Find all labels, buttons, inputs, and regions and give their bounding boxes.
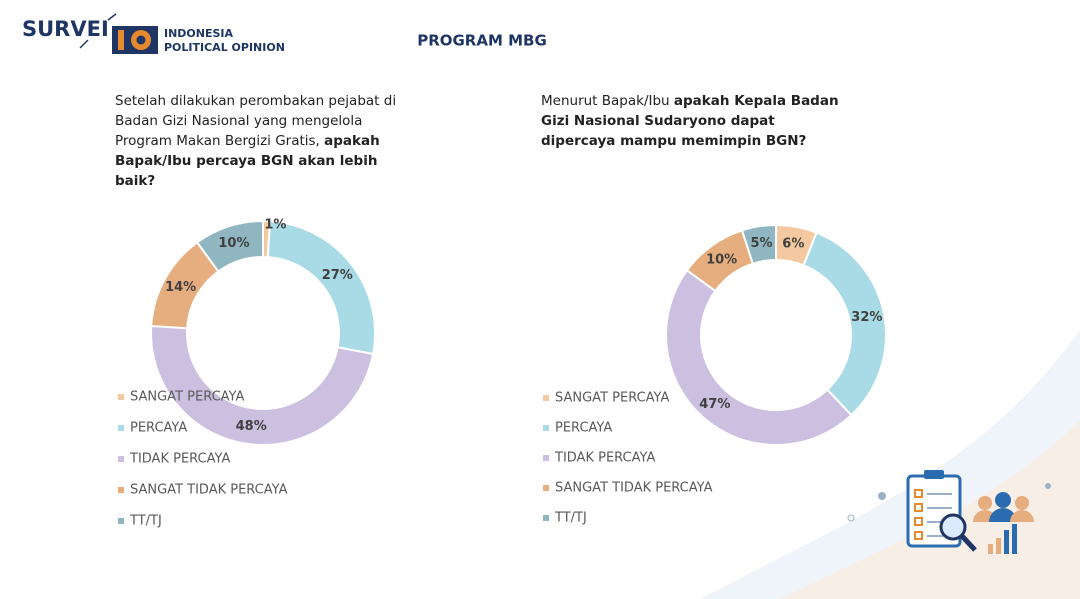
logo-mark: [118, 30, 124, 50]
legend-swatch: [118, 425, 124, 431]
data-label: 1%: [264, 218, 286, 233]
logo-stroke: [107, 13, 117, 21]
legend-swatch: [543, 455, 549, 461]
legend-swatch: [543, 425, 549, 431]
donut-segment: [665, 268, 853, 446]
legend-swatch: [118, 487, 124, 493]
legend-label: PERCAYA: [555, 421, 612, 436]
data-label: 5%: [750, 236, 772, 251]
illustration: [847, 470, 1051, 554]
decor-wave: [780, 420, 1080, 599]
legend-swatch: [543, 515, 549, 521]
question: Setelah dilakukan perombakan pejabat di …: [115, 91, 415, 191]
donut-segment: [802, 231, 887, 417]
question-text: Setelah dilakukan perombakan pejabat di …: [115, 93, 397, 149]
donut-segment: [195, 219, 264, 273]
legend-label: TIDAK PERCAYA: [554, 451, 655, 466]
logo-stroke: [79, 39, 89, 49]
legend-swatch: [118, 394, 124, 400]
brand: SURVEI: [22, 17, 109, 41]
legend-label: SANGAT PERCAYA: [555, 391, 669, 406]
question: Menurut Bapak/Ibu apakah Kepala Badan Gi…: [541, 91, 841, 151]
data-label: 27%: [322, 268, 353, 283]
data-label: 6%: [782, 237, 804, 252]
data-label: 10%: [218, 236, 249, 251]
legend-swatch: [543, 395, 549, 401]
donut-segment: [266, 220, 376, 356]
slide-title: PROGRAM MBG: [417, 32, 547, 50]
data-label: 14%: [165, 280, 196, 295]
legend-swatch: [118, 456, 124, 462]
legend-label: SANGAT PERCAYA: [130, 390, 244, 405]
legend-label: PERCAYA: [130, 421, 187, 436]
legend-label: TIDAK PERCAYA: [129, 452, 230, 467]
org-name: INDONESIA: [164, 27, 234, 40]
legend-label: SANGAT TIDAK PERCAYA: [130, 483, 288, 498]
data-label: 47%: [699, 397, 730, 412]
data-label: 48%: [236, 419, 267, 434]
legend-label: TT/TJ: [554, 511, 587, 526]
data-label: 10%: [706, 253, 737, 268]
legend-swatch: [543, 485, 549, 491]
question-text: Menurut Bapak/Ibu: [541, 93, 674, 109]
donut-segment: [740, 223, 777, 265]
legend-swatch: [118, 518, 124, 524]
logo-mark: [136, 35, 146, 45]
org-name: POLITICAL OPINION: [164, 41, 285, 54]
donut-segment: [150, 324, 375, 446]
legend-label: TT/TJ: [129, 514, 162, 529]
legend-label: SANGAT TIDAK PERCAYA: [555, 481, 713, 496]
question-text: apakah Kepala Badan Gizi Nasional Sudary…: [541, 93, 839, 149]
question-text: apakah Bapak/Ibu percaya BGN akan lebih …: [115, 133, 380, 189]
data-label: 32%: [851, 310, 882, 325]
